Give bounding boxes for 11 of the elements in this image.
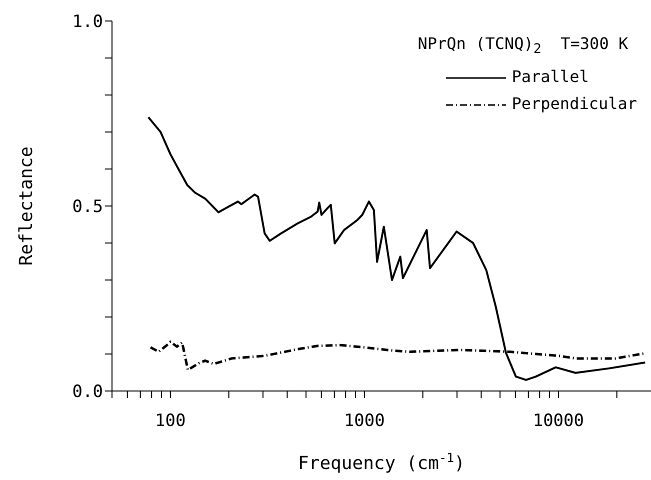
y-tick-label: 0.0 — [72, 382, 103, 402]
x-tick-label: 100 — [155, 411, 186, 432]
x-tick-label: 1000 — [344, 411, 385, 432]
legend-label: Parallel — [512, 66, 589, 88]
text: NPrQn (TCNQ)$_{2}$ T=300 K — [418, 34, 628, 58]
x-tick-label: 10000 — [532, 411, 584, 432]
legend-label: Perpendicular — [512, 93, 637, 116]
y-tick-label: 1.0 — [72, 12, 103, 32]
y-axis-title: Reflectance — [16, 146, 37, 266]
y-tick-label: 0.5 — [72, 197, 103, 218]
x-axis-title: Frequency (cm$^{-1}$) — [298, 450, 465, 474]
